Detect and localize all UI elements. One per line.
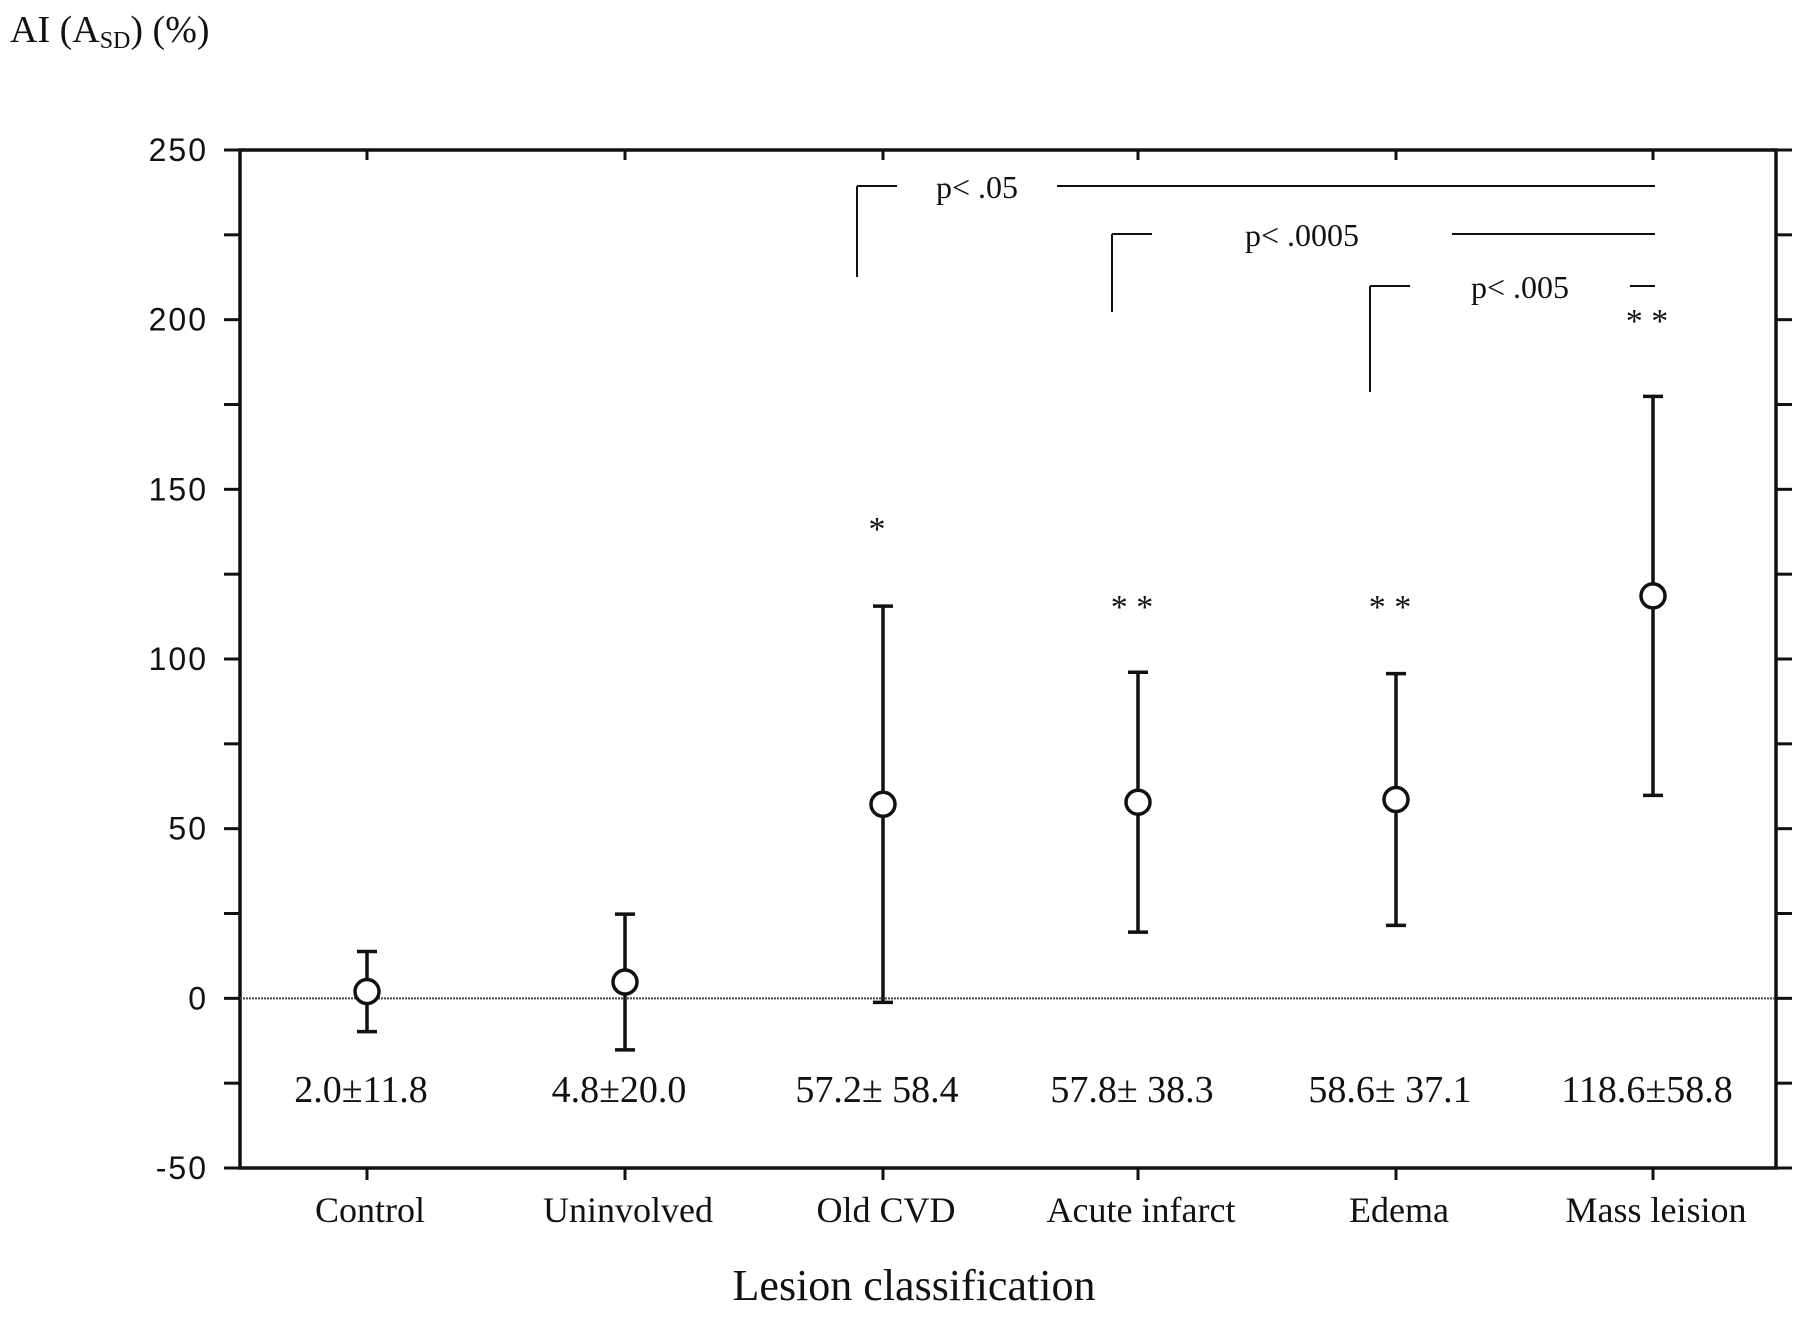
mean-points bbox=[353, 582, 1667, 1006]
mean-point bbox=[1382, 785, 1410, 814]
x-category-label: Mass leision bbox=[1565, 1190, 1746, 1230]
mean-point bbox=[1124, 788, 1152, 816]
y-tick-label: 150 bbox=[149, 471, 208, 507]
error-bars bbox=[357, 394, 1663, 1052]
y-tick-label: 100 bbox=[149, 641, 208, 677]
y-tick-label: 250 bbox=[149, 132, 208, 168]
significance-mark: * * bbox=[1111, 589, 1154, 626]
y-axis-title-main: AI (A bbox=[10, 9, 100, 51]
x-category-label: Control bbox=[315, 1190, 425, 1230]
y-tick-label: 200 bbox=[149, 302, 208, 338]
y-tick-label: -50 bbox=[156, 1150, 208, 1186]
x-category-label: Edema bbox=[1349, 1190, 1449, 1230]
x-category-label: Acute infarct bbox=[1047, 1190, 1236, 1230]
significance-marks: * * * * * * * bbox=[869, 303, 1669, 626]
y-axis-title: AI (ASD) (%) bbox=[10, 9, 210, 54]
y-axis-title-tail: ) (%) bbox=[130, 9, 209, 51]
value-label: 118.6±58.8 bbox=[1561, 1069, 1732, 1111]
value-label: 2.0±11.8 bbox=[294, 1069, 427, 1111]
y-tick-label: 0 bbox=[188, 980, 208, 1016]
x-axis-title: Lesion classification bbox=[733, 1261, 1096, 1310]
comparison-brackets: p< .05 p< .0005 p< .005 bbox=[856, 169, 1655, 392]
mean-point bbox=[353, 977, 381, 1006]
p-value-label: p< .005 bbox=[1471, 269, 1569, 305]
p-value-label: p< .0005 bbox=[1245, 217, 1359, 253]
y-axis: 250 200 150 100 50 0 -50 bbox=[149, 132, 1792, 1186]
value-label: 58.6± 37.1 bbox=[1308, 1069, 1471, 1111]
mean-point bbox=[611, 968, 639, 996]
significance-mark: * * bbox=[1369, 589, 1412, 626]
x-category-label: Old CVD bbox=[816, 1190, 955, 1230]
significance-mark: * bbox=[869, 511, 886, 548]
y-tick-label: 50 bbox=[168, 811, 208, 847]
y-axis-title-subscript: SD bbox=[100, 28, 131, 54]
p-value-label: p< .05 bbox=[936, 169, 1018, 205]
x-axis: Control Uninvolved Old CVD Acute infarct Ede… bbox=[315, 150, 1747, 1230]
value-label: 4.8±20.0 bbox=[552, 1069, 687, 1111]
significance-mark: * * bbox=[1626, 303, 1669, 340]
value-label: 57.8± 38.3 bbox=[1050, 1069, 1213, 1111]
mean-point bbox=[869, 790, 897, 818]
x-category-label: Uninvolved bbox=[543, 1190, 713, 1230]
mean-point bbox=[1639, 582, 1667, 610]
value-labels: 2.0±11.8 4.8±20.0 57.2± 58.4 57.8± 38.3 58.6… bbox=[294, 1069, 1732, 1111]
value-label: 57.2± 58.4 bbox=[795, 1069, 958, 1111]
